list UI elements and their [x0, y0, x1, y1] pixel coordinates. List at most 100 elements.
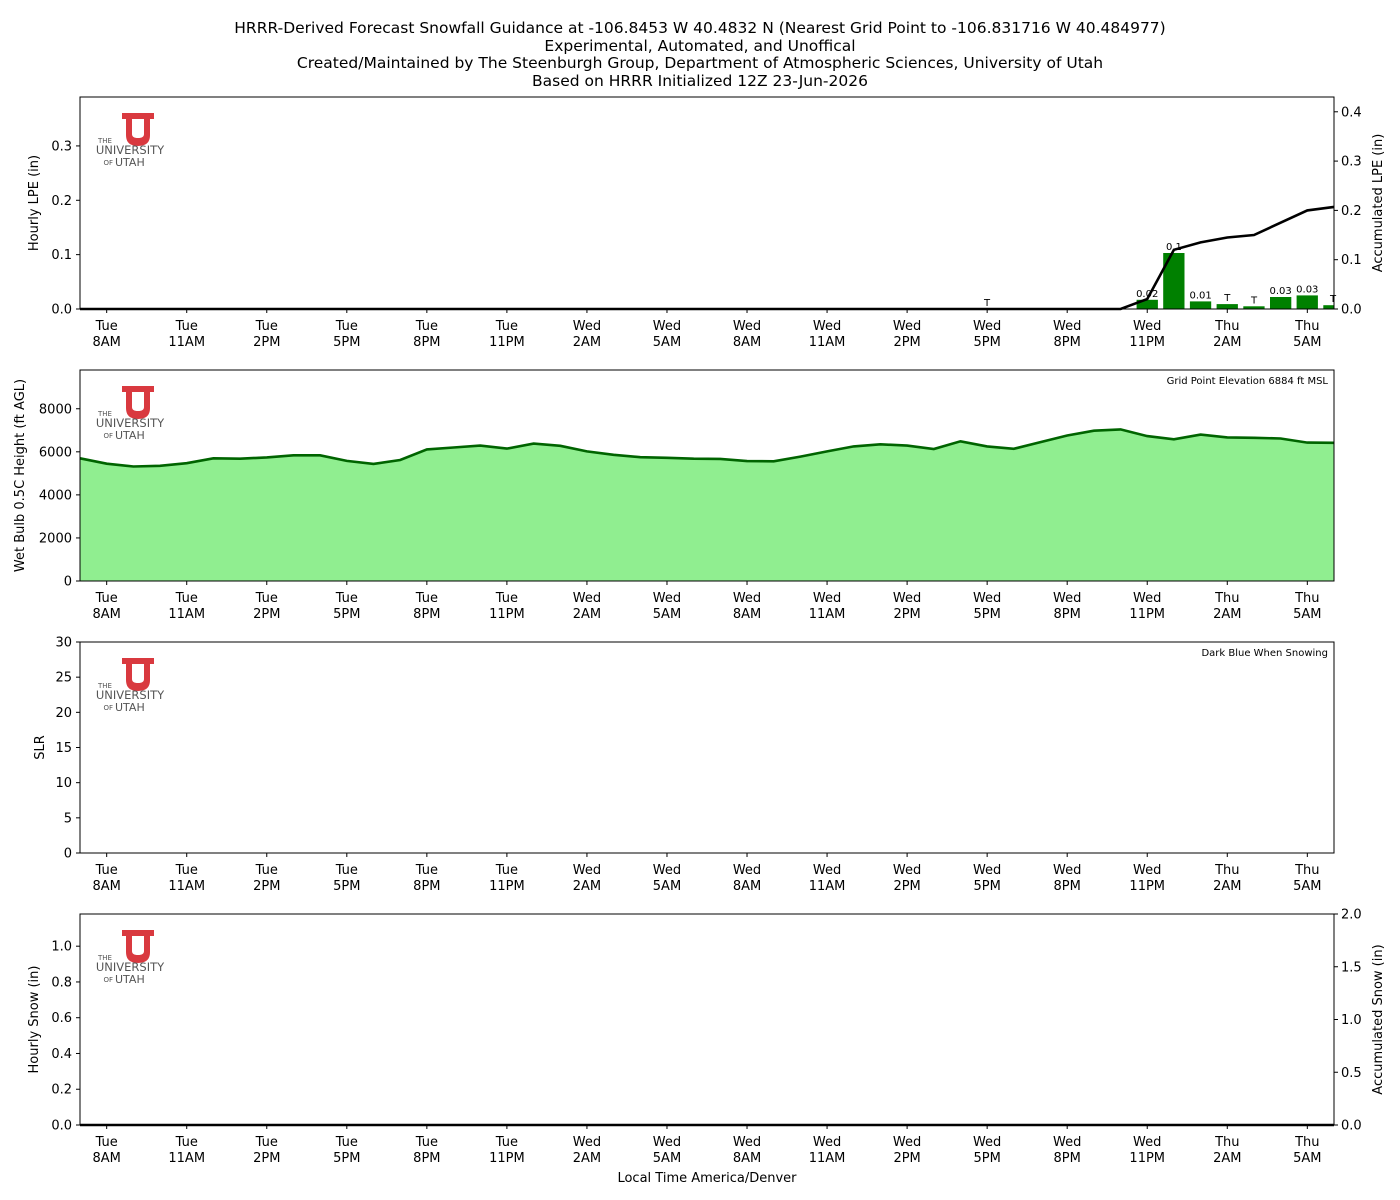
left-tick-label-4: 20 [55, 706, 72, 721]
lpe-bar-label-6: 0.03 [1296, 284, 1318, 295]
x-tick-day-8: Wed [733, 1135, 761, 1150]
lpe-bar-1 [1163, 253, 1185, 309]
x-tick-day-13: Wed [1133, 863, 1161, 878]
x-tick-time-14: 2AM [1213, 1151, 1241, 1166]
left-tick-label-5: 1.0 [51, 940, 72, 955]
x-tick-day-12: Wed [1053, 591, 1081, 606]
left-tick-label-3: 0.6 [51, 1011, 72, 1026]
panel-lpe: 0.02 0.1 0.01 T T 0.03 0.03 T T 0.0 0.1 0.2 0.3 0.4 Ac… [27, 96, 1386, 350]
lpe-bar-6 [1296, 295, 1318, 309]
left-tick-label-3: 0.3 [51, 139, 72, 154]
x-tick-time-13: 11PM [1129, 607, 1165, 622]
x-tick-day-8: Wed [733, 591, 761, 606]
x-tick-day-2: Tue [255, 863, 278, 878]
x-tick-time-4: 8PM [413, 607, 440, 622]
left-tick-label-2: 0.4 [51, 1047, 72, 1062]
x-tick-time-15: 5AM [1293, 1151, 1321, 1166]
left-tick-label-1: 2000 [39, 531, 72, 546]
x-tick-day-1: Tue [175, 591, 198, 606]
right-tick-label-2: 0.2 [1341, 204, 1362, 219]
x-tick-time-0: 8AM [92, 335, 120, 350]
logo-text-utah: UTAH [115, 429, 145, 442]
x-tick-time-6: 2AM [573, 335, 601, 350]
left-tick-label-1: 0.1 [51, 248, 72, 263]
x-tick-day-8: Wed [733, 863, 761, 878]
x-tick-day-14: Thu [1214, 319, 1239, 334]
left-axis-label: SLR [33, 735, 48, 760]
left-tick-label-0: 0.0 [51, 1119, 72, 1134]
logo-text-the: THE [97, 682, 112, 690]
x-tick-day-4: Tue [415, 863, 438, 878]
right-axis-label: Accumulated LPE (in) [1371, 134, 1386, 273]
utah-u-icon [122, 930, 154, 963]
x-tick-time-0: 8AM [92, 1151, 120, 1166]
x-tick-day-5: Tue [495, 863, 518, 878]
x-tick-time-2: 2PM [253, 879, 280, 894]
x-tick-day-6: Wed [573, 319, 601, 334]
x-tick-day-10: Wed [893, 591, 921, 606]
right-tick-label-4: 2.0 [1341, 908, 1362, 923]
x-tick-day-14: Thu [1214, 591, 1239, 606]
left-tick-label-2: 0.2 [51, 194, 72, 209]
x-tick-time-6: 2AM [573, 879, 601, 894]
wetbulb-height-line [79, 428, 1335, 468]
x-tick-time-7: 5AM [653, 607, 681, 622]
x-tick-day-4: Tue [415, 591, 438, 606]
x-tick-day-0: Tue [95, 1135, 118, 1150]
x-tick-time-3: 5PM [333, 879, 360, 894]
x-tick-day-8: Wed [733, 319, 761, 334]
x-tick-day-9: Wed [813, 863, 841, 878]
x-tick-time-8: 8AM [733, 335, 761, 350]
x-tick-time-3: 5PM [333, 1151, 360, 1166]
x-tick-day-7: Wed [653, 863, 681, 878]
lpe-bar-label-7: T [1329, 294, 1337, 305]
x-tick-day-3: Tue [335, 863, 358, 878]
lpe-bar-label-0: 0.02 [1136, 289, 1158, 300]
x-tick-time-11: 5PM [973, 1151, 1000, 1166]
x-tick-time-5: 11PM [489, 1151, 525, 1166]
x-tick-time-14: 2AM [1213, 879, 1241, 894]
left-axis-label: Wet Bulb 0.5C Height (ft AGL) [13, 379, 28, 572]
right-tick-label-0: 0.0 [1341, 1119, 1362, 1134]
x-tick-day-15: Thu [1294, 1135, 1319, 1150]
x-tick-day-12: Wed [1053, 863, 1081, 878]
x-tick-time-6: 2AM [573, 1151, 601, 1166]
left-tick-label-0: 0.0 [51, 303, 72, 318]
logo-text-the: THE [97, 410, 112, 418]
x-tick-day-6: Wed [573, 1135, 601, 1150]
right-tick-label-1: 0.5 [1341, 1066, 1362, 1081]
right-tick-label-1: 0.1 [1341, 253, 1362, 268]
logo-text-utah: UTAH [115, 973, 145, 986]
x-tick-time-9: 11AM [809, 607, 846, 622]
x-tick-day-0: Tue [95, 319, 118, 334]
left-tick-label-0: 0 [64, 847, 72, 862]
x-tick-time-12: 8PM [1054, 607, 1081, 622]
x-tick-day-1: Tue [175, 863, 198, 878]
left-tick-label-3: 6000 [39, 445, 72, 460]
x-tick-time-2: 2PM [253, 607, 280, 622]
x-tick-time-1: 11AM [168, 879, 205, 894]
x-tick-time-8: 8AM [733, 607, 761, 622]
x-tick-day-6: Wed [573, 591, 601, 606]
x-tick-day-13: Wed [1133, 319, 1161, 334]
left-tick-label-1: 0.2 [51, 1083, 72, 1098]
x-tick-time-15: 5AM [1293, 335, 1321, 350]
x-tick-day-9: Wed [813, 1135, 841, 1150]
x-tick-time-13: 11PM [1129, 1151, 1165, 1166]
utah-u-icon [122, 113, 154, 146]
x-tick-day-5: Tue [495, 1135, 518, 1150]
lpe-bar-7 [1323, 305, 1334, 309]
x-tick-time-1: 11AM [168, 607, 205, 622]
lpe-bar-3 [1216, 304, 1238, 309]
panel-slr: 051015202530SLRTue8AMTue11AMTue2PMTue5PM… [33, 636, 1335, 894]
x-tick-time-9: 11AM [809, 879, 846, 894]
x-axis-label: Local Time America/Denver [617, 1171, 797, 1186]
x-tick-day-2: Tue [255, 591, 278, 606]
x-tick-time-13: 11PM [1129, 335, 1165, 350]
x-tick-time-15: 5AM [1293, 607, 1321, 622]
x-tick-time-10: 2PM [893, 607, 920, 622]
title-line-3: Created/Maintained by The Steenburgh Gro… [296, 54, 1104, 73]
left-tick-label-2: 4000 [39, 488, 72, 503]
